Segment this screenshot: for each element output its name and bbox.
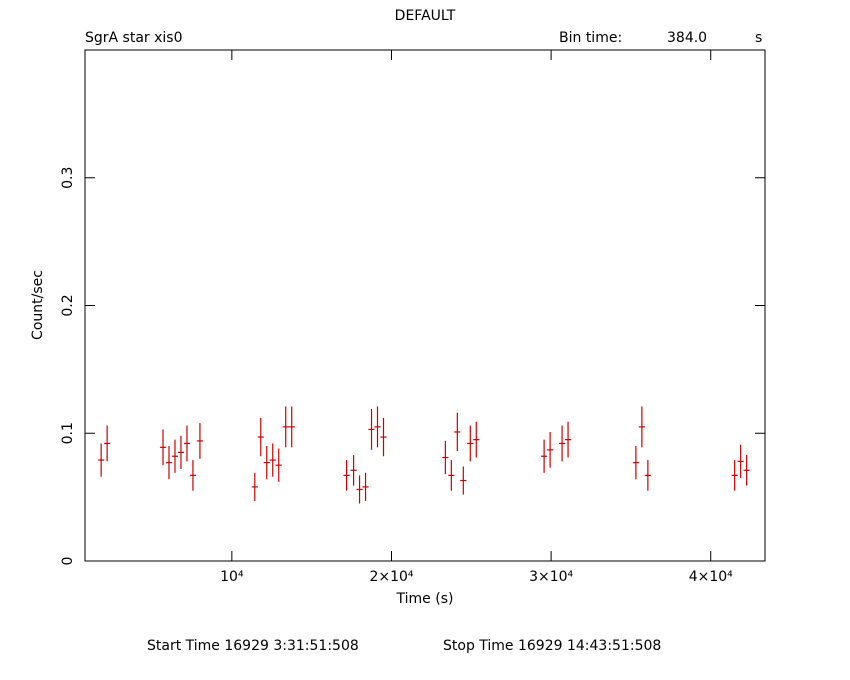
bin-time-unit: s bbox=[755, 30, 762, 46]
stop-time: Stop Time 16929 14:43:51:508 bbox=[443, 638, 661, 654]
x-tick-label: 4×10⁴ bbox=[689, 569, 733, 585]
y-tick-label: 0.2 bbox=[60, 294, 76, 316]
start-time: Start Time 16929 3:31:51:508 bbox=[147, 638, 359, 654]
y-tick-label: 0.1 bbox=[60, 422, 76, 444]
bin-time: 384.0 bbox=[667, 30, 707, 46]
y-axis-label: Count/sec bbox=[30, 270, 46, 340]
y-tick-label: 0.3 bbox=[60, 167, 76, 189]
x-tick-label: 3×10⁴ bbox=[529, 569, 573, 585]
x-tick-label: 2×10⁴ bbox=[369, 569, 413, 585]
bin-time-label: Bin time: bbox=[559, 30, 622, 46]
x-axis-label: Time (s) bbox=[396, 591, 454, 607]
y-tick-label: 0 bbox=[60, 557, 76, 566]
chart-title: DEFAULT bbox=[395, 8, 456, 24]
x-tick-label: 10⁴ bbox=[220, 569, 244, 585]
subtitle: SgrA star xis0 bbox=[85, 30, 183, 46]
